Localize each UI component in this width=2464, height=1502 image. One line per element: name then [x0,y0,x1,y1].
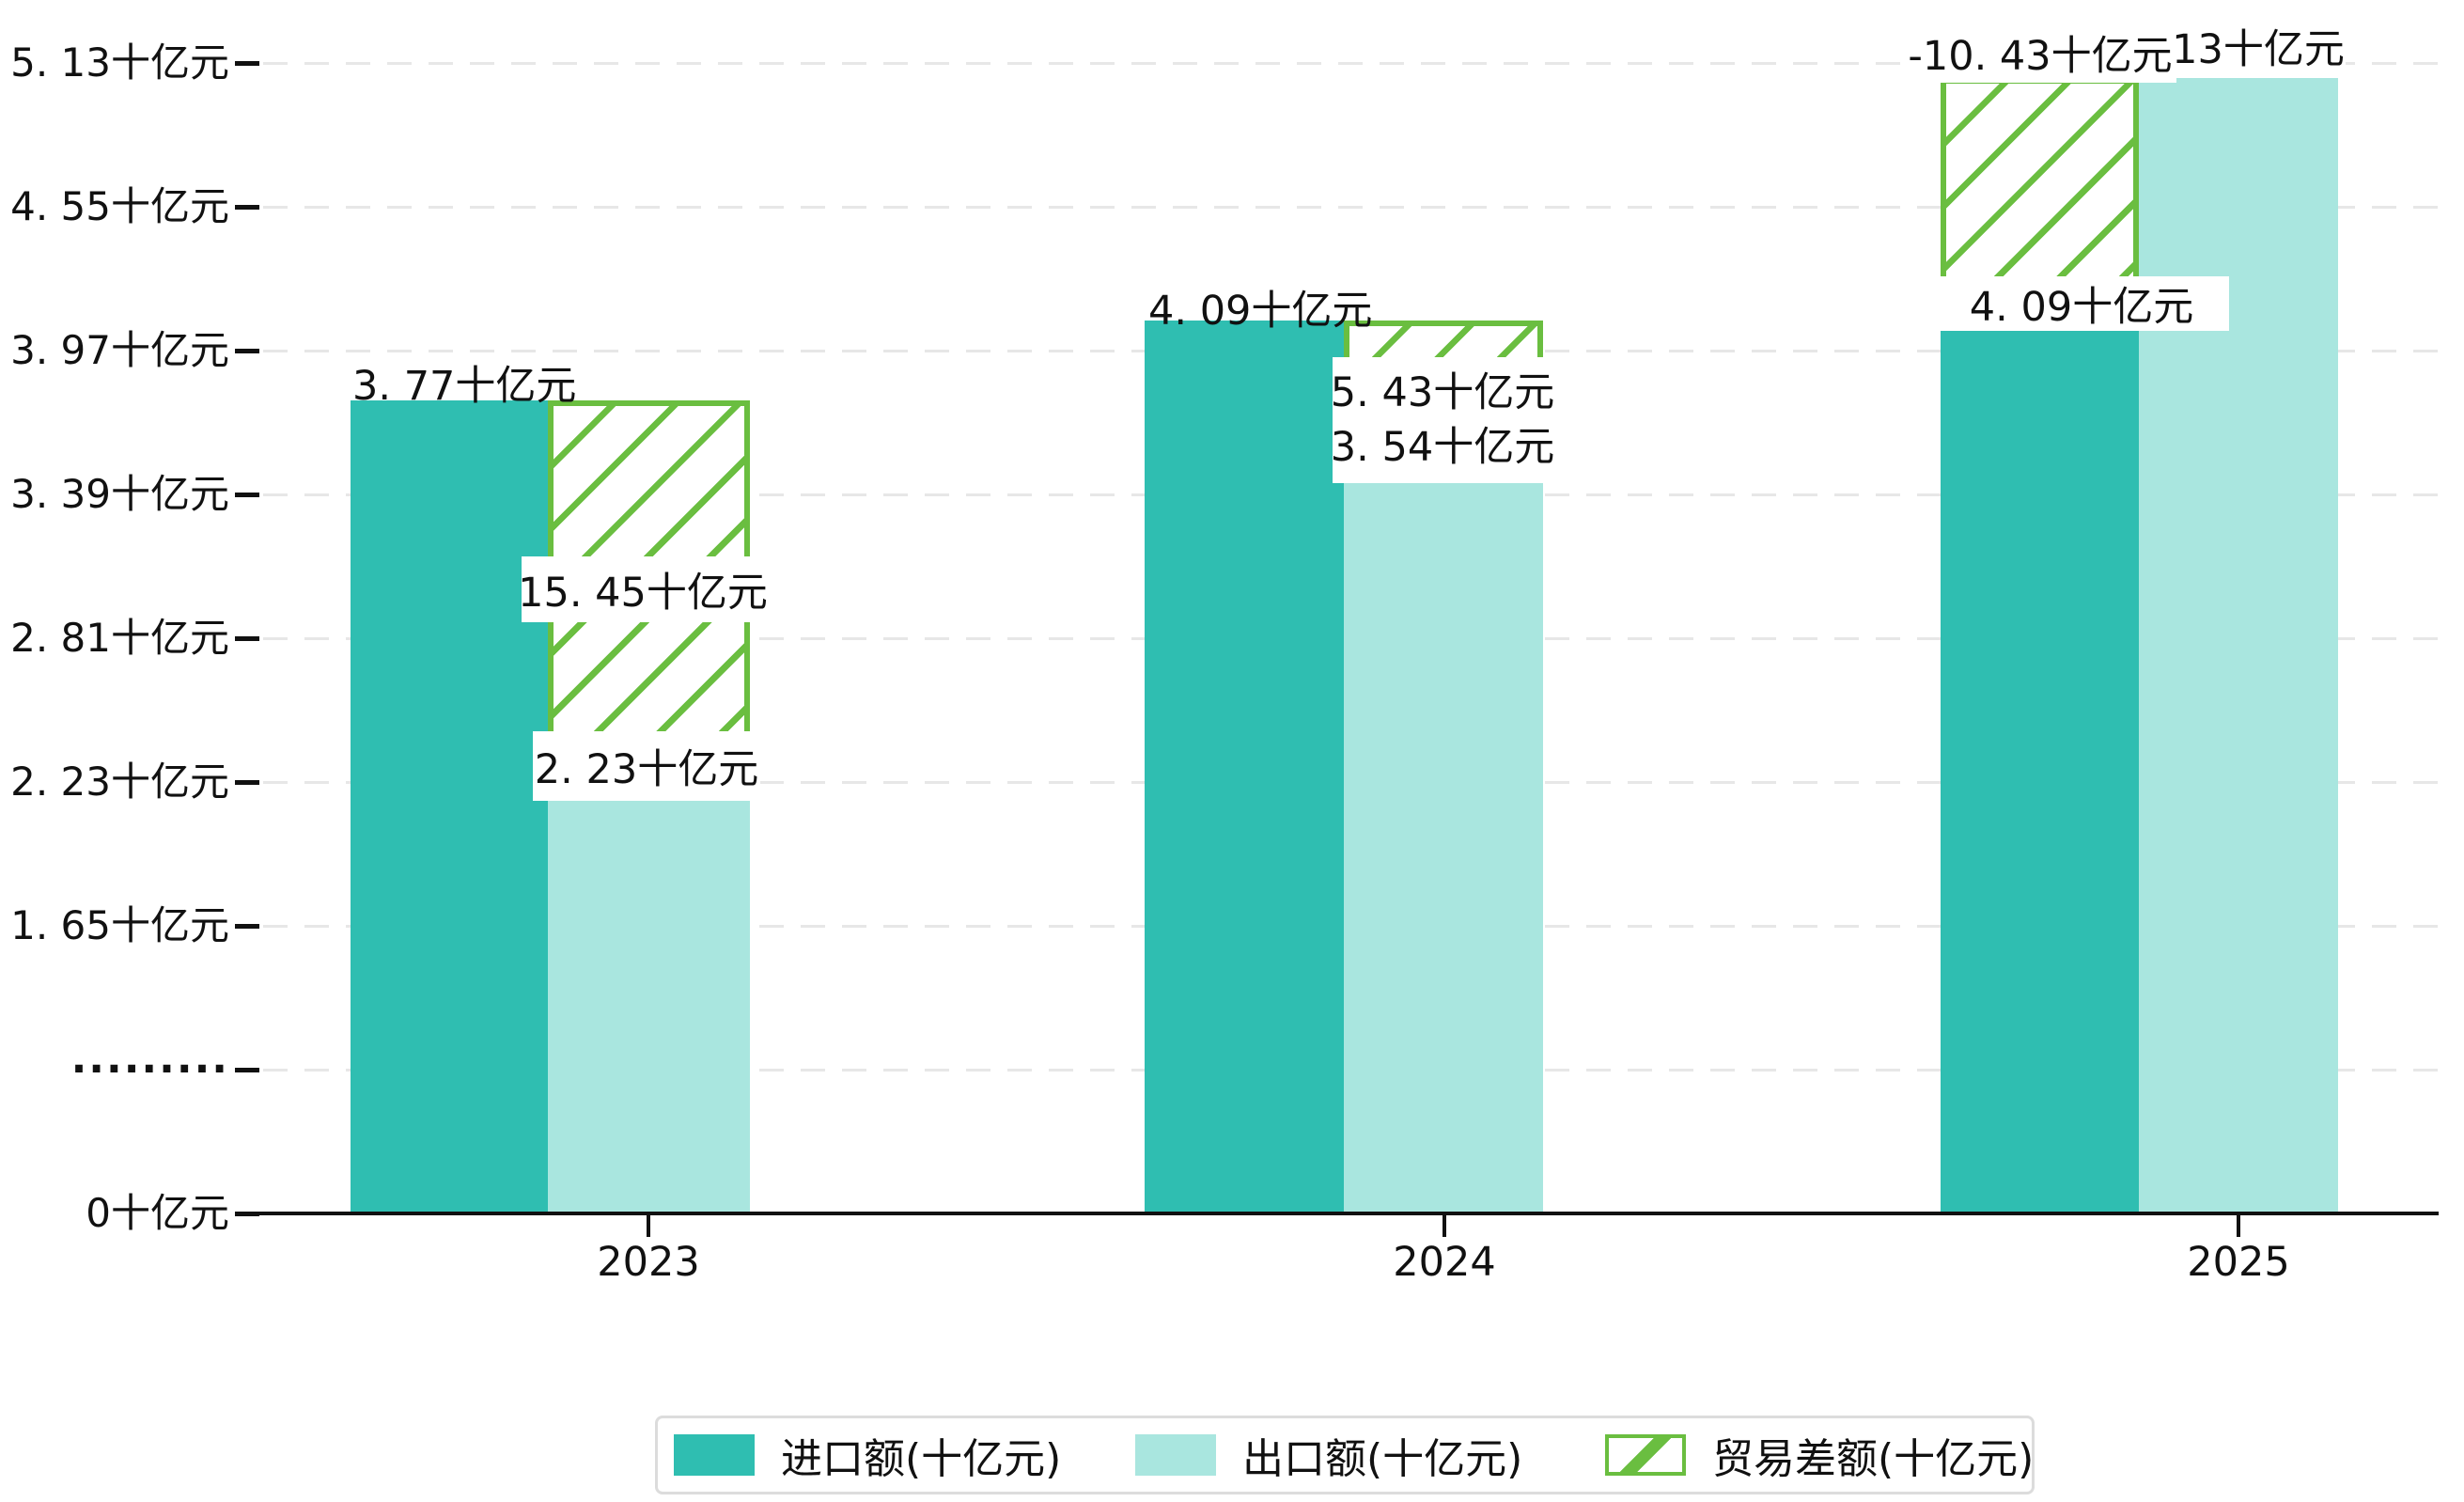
label-import-2025: 4. 09十亿元 [1934,276,2229,331]
x-tick-label-2023: 2023 [597,1239,700,1286]
legend: 进口额(十亿元) 出口额(十亿元) 贸易差额(十亿元) [655,1416,2035,1494]
label-trade-diff-export-2024: 5. 43十亿元 3. 54十亿元 [1330,357,1555,483]
y-tick-label: 2. 23十亿元 [10,759,229,805]
bar-import-2023 [351,399,548,1213]
legend-item-import: 进口额(十亿元) [674,1418,1061,1492]
y-tick-mark [235,205,259,210]
legend-label-export: 出口额(十亿元) [1242,1435,1523,1483]
y-tick-label: 1. 65十亿元 [10,902,229,948]
import-swatch-icon [674,1434,755,1476]
y-tick-mark [235,349,259,353]
label-export-2023: 2. 23十亿元 [533,731,760,801]
label-export-2025: 13十亿元 [2171,17,2346,75]
label-import-2023: 3. 77十亿元 [352,363,577,410]
legend-item-export: 出口额(十亿元) [1135,1418,1522,1492]
y-tick-label: ········· [70,1045,229,1093]
y-tick-label: 4. 55十亿元 [10,183,229,229]
bar-import-2024 [1145,321,1344,1213]
label-export-2024: 3. 54十亿元 [1330,424,1555,471]
bar-export-2023 [548,782,750,1213]
y-tick-mark [235,1068,259,1072]
y-tick-label: 2. 81十亿元 [10,615,229,661]
label-import-2024: 4. 09十亿元 [1148,288,1373,335]
bar-export-2025 [2139,77,2338,1213]
y-tick-label: 3. 39十亿元 [10,471,229,517]
bar-import-2025 [1941,321,2139,1213]
x-tick-label-2025: 2025 [2187,1239,2290,1286]
bar-export-2024 [1344,457,1543,1213]
legend-label-import: 进口额(十亿元) [781,1435,1062,1483]
label-trade-diff-2023: 15. 45十亿元 [518,556,768,622]
export-swatch-icon [1135,1434,1216,1476]
label-trade-diff-2024: 5. 43十亿元 [1330,369,1555,416]
x-tick-label-2024: 2024 [1393,1239,1496,1286]
x-axis-line [240,1212,2439,1215]
trade-diff-hatch-swatch-icon [1605,1434,1686,1476]
x-tick-mark [647,1214,650,1237]
y-tick-mark [235,924,259,929]
y-tick-mark [235,493,259,497]
gridline [263,206,2440,209]
y-tick-mark [235,636,259,641]
x-tick-mark [1443,1214,1446,1237]
gridline [263,62,2440,65]
label-trade-diff-2025: -10. 43十亿元 [1904,23,2176,83]
y-tick-label: 0十亿元 [86,1190,229,1236]
y-tick-mark [235,780,259,785]
x-tick-mark [2237,1214,2240,1237]
y-tick-label: 3. 97十亿元 [10,327,229,373]
legend-label-trade-diff: 贸易差额(十亿元) [1712,1435,2035,1483]
y-tick-label: 5. 13十亿元 [10,39,229,86]
legend-item-trade-diff: 贸易差额(十亿元) [1605,1418,2034,1492]
y-tick-mark [235,61,259,66]
